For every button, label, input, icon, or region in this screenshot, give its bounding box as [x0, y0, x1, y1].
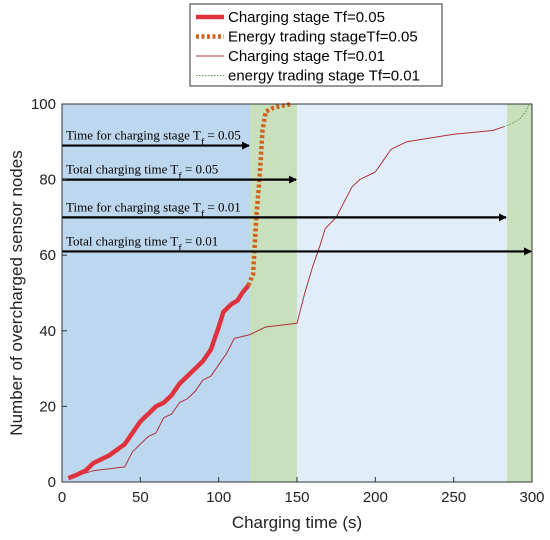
- series-line-1: [67, 283, 251, 481]
- y-tick-label-2: 20: [39, 398, 56, 415]
- x-tick-label-5: 200: [363, 489, 388, 506]
- annotation-label-3: Time for charging stage Tf = 0.01: [66, 199, 241, 220]
- x-tick-label-4: 150: [284, 489, 309, 506]
- series-line-2: [246, 101, 293, 287]
- legend: Charging stage Tf=0.05 Energy trading sta…: [189, 3, 443, 87]
- shaded-region-1: [62, 104, 250, 482]
- annotation-layer: Time for charging stage Tf = 0.05 Total c…: [62, 128, 532, 256]
- y-tick-label-4: 60: [39, 247, 56, 264]
- x-tick-label-2: 50: [132, 489, 149, 506]
- legend-label-2: Energy trading stageTf=0.05: [228, 29, 418, 46]
- y-tick-label-6: 100: [31, 96, 56, 113]
- series-line-4: [503, 103, 530, 128]
- y-tick-label-1: 0: [48, 474, 56, 491]
- x-tick-label-3: 100: [206, 489, 231, 506]
- series-line-3: [68, 126, 504, 479]
- shaded-region-4: [506, 104, 532, 482]
- axes-layer: 0 50 100 150 200 250 300 0 20 40 60 80 100: [31, 96, 545, 506]
- legend-label-1: Charging stage Tf=0.05: [228, 9, 385, 26]
- legend-box: [189, 3, 443, 87]
- y-tick-label-3: 40: [39, 323, 56, 340]
- shaded-regions: [62, 104, 532, 482]
- x-tick-label-1: 0: [58, 489, 66, 506]
- series-layer: [67, 101, 530, 481]
- shaded-region-3: [297, 104, 507, 482]
- x-axis-title: Charging time (s): [232, 513, 362, 532]
- shaded-region-2: [250, 104, 297, 482]
- y-axis-title: Number of overcharged sensor nodes: [7, 150, 26, 435]
- legend-label-4: energy trading stage Tf=0.01: [228, 68, 420, 85]
- legend-label-3: Charging stage Tf=0.01: [228, 48, 385, 65]
- annotation-label-2: Total charging time Tf = 0.05: [66, 162, 218, 183]
- x-tick-label-6: 250: [441, 489, 466, 506]
- y-tick-label-5: 80: [39, 172, 56, 189]
- x-tick-label-7: 300: [519, 489, 544, 506]
- annotation-label-1: Time for charging stage Tf = 0.05: [66, 128, 241, 149]
- annotation-label-4: Total charging time Tf = 0.01: [66, 233, 218, 254]
